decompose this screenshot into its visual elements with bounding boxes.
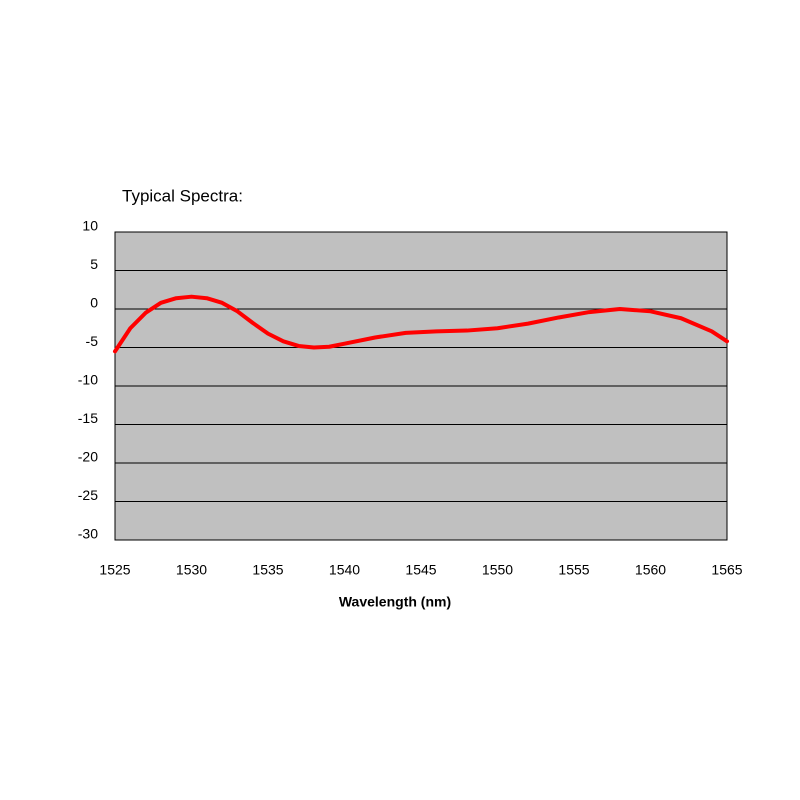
x-tick-label: 1535 [252,562,283,578]
y-tick-label: 5 [90,256,98,272]
x-tick-label: 1530 [176,562,207,578]
y-tick-label: -5 [86,333,99,349]
x-tick-label: 1565 [711,562,742,578]
y-tick-label: -30 [78,526,98,542]
x-axis-label: Wavelength (nm) [339,594,451,610]
y-tick-label: 10 [82,218,98,234]
x-tick-label: 1560 [635,562,666,578]
chart-title: Typical Spectra: [122,186,243,205]
x-tick-label: 1550 [482,562,513,578]
x-tick-label: 1555 [558,562,589,578]
y-tick-label: -15 [78,410,98,426]
y-tick-label: 0 [90,295,98,311]
y-tick-label: -10 [78,372,98,388]
x-tick-label: 1540 [329,562,360,578]
x-tick-label: 1525 [99,562,130,578]
x-tick-label: 1545 [405,562,436,578]
y-tick-label: -25 [78,487,98,503]
y-tick-label: -20 [78,449,98,465]
data-line [113,294,729,354]
